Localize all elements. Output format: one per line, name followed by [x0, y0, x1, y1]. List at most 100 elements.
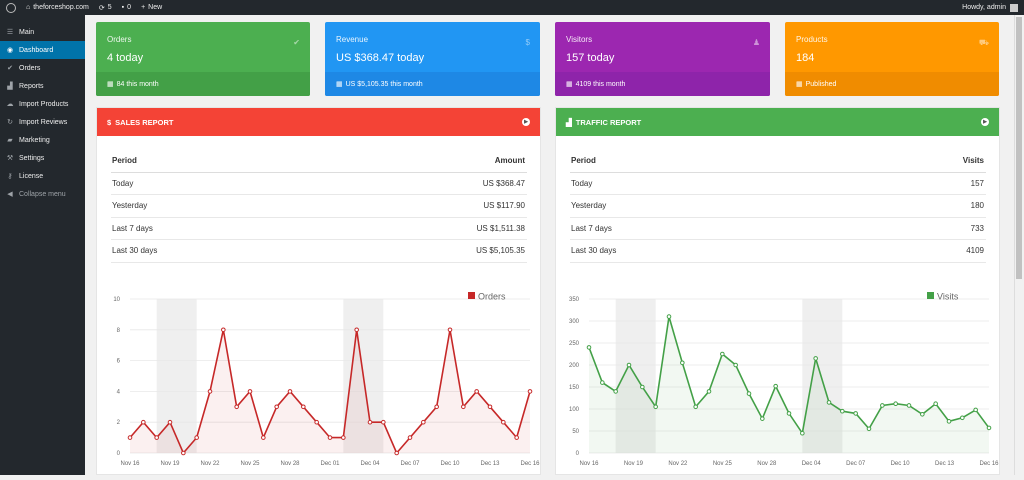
- sidebar-item-main[interactable]: ☰ Main: [0, 23, 85, 41]
- card-footer: ▦ 4109 this month: [555, 72, 770, 96]
- table-row: Last 30 days US $5,105.35: [111, 239, 527, 263]
- sidebar-item-label: Marketing: [19, 136, 50, 144]
- sidebar-item-import-reviews[interactable]: ↻ Import Reviews: [0, 113, 85, 131]
- x-tick-label: Dec 07: [846, 461, 866, 467]
- new-content-link[interactable]: + New: [141, 4, 162, 11]
- bar-chart-icon: ▟: [7, 83, 13, 90]
- series-area: [130, 329, 530, 453]
- data-point: [221, 327, 226, 333]
- home-icon: ⌂: [26, 4, 31, 11]
- sidebar-item-orders[interactable]: ✔ Orders: [0, 59, 85, 77]
- data-point: [274, 404, 279, 410]
- comments-link[interactable]: ▪ 0: [122, 4, 131, 11]
- card-value: US $368.47 today: [336, 52, 425, 64]
- data-point: [301, 404, 306, 410]
- data-point: [786, 411, 792, 416]
- card-footer-text: 84 this month: [116, 80, 159, 88]
- data-point: [247, 389, 253, 394]
- admin-sidebar: ☰ Main ◉ Dashboard ✔ Orders ▟ Reports ☁ Impor…: [0, 15, 85, 475]
- user-account-link[interactable]: Howdy, admin: [962, 3, 1018, 12]
- data-point: [421, 419, 426, 425]
- data-point: [354, 327, 359, 333]
- data-point: [853, 411, 858, 416]
- panel-toggle-button[interactable]: ▶: [981, 118, 989, 126]
- sidebar-item-label: Import Products: [19, 100, 69, 108]
- new-label: New: [148, 4, 163, 11]
- calendar-icon: ▦: [107, 81, 114, 88]
- dashboard-main: Orders 4 today ✔ ▦ 84 this month Revenue …: [85, 15, 1014, 475]
- y-tick-label: 350: [569, 297, 580, 303]
- column-header: Amount: [307, 150, 527, 173]
- y-tick-label: 250: [569, 341, 580, 347]
- traffic-report-panel: ▟ TRAFFIC REPORT ▶ Period Visits Today 157…: [555, 107, 1000, 475]
- period-cell: Last 7 days: [111, 217, 308, 240]
- sidebar-item-label: Reports: [19, 82, 44, 90]
- visits-cell: 180: [843, 194, 986, 218]
- scrollbar-thumb[interactable]: [1016, 17, 1022, 279]
- x-tick-label: Nov 28: [280, 461, 300, 467]
- updates-link[interactable]: ⟳ 5: [99, 4, 112, 12]
- data-point: [866, 426, 872, 432]
- sidebar-item-label: License: [19, 172, 44, 180]
- period-cell: Last 7 days: [570, 217, 844, 240]
- x-tick-label: Nov 22: [200, 461, 220, 467]
- sidebar-item-license[interactable]: ⚷ License: [0, 167, 85, 185]
- amount-cell: US $5,105.35: [307, 239, 527, 263]
- data-point: [720, 351, 725, 357]
- sidebar-item-import-products[interactable]: ☁ Import Products: [0, 95, 85, 113]
- sidebar-item-label: Orders: [19, 64, 41, 72]
- week-band: [156, 299, 197, 453]
- y-tick-label: 0: [576, 451, 580, 457]
- data-point: [287, 389, 293, 394]
- key-icon: ⚷: [7, 173, 13, 180]
- y-tick-label: 4: [117, 389, 121, 395]
- x-tick-label: Nov 16: [579, 461, 599, 467]
- wrench-icon: ⚒: [6, 155, 14, 162]
- card-title: Revenue: [336, 35, 369, 44]
- collapse-menu-label: Collapse menu: [19, 190, 66, 198]
- data-point: [141, 419, 146, 425]
- calendar-icon: ▦: [566, 81, 573, 88]
- sales-table: Period Amount Today US $368.47 Yesterday US…: [111, 150, 527, 263]
- column-header: Period: [111, 150, 308, 173]
- panel-title: TRAFFIC REPORT: [575, 117, 642, 127]
- period-cell: Today: [570, 172, 844, 195]
- data-point: [461, 404, 466, 410]
- panel-header: $ SALES REPORT ▶: [97, 108, 540, 136]
- sidebar-item-label: Main: [19, 28, 35, 36]
- y-tick-label: 6: [117, 359, 121, 365]
- site-name-link[interactable]: ⌂ theforceshop.com: [26, 4, 89, 11]
- period-cell: Last 30 days: [570, 239, 844, 263]
- bar-chart-icon: ▟: [566, 117, 572, 127]
- legend-swatch: [468, 292, 475, 299]
- data-point: [447, 327, 453, 333]
- collapse-menu-button[interactable]: ◀ Collapse menu: [0, 185, 85, 203]
- card-footer: ▦ 84 this month: [96, 72, 310, 96]
- sidebar-item-marketing[interactable]: ▰ Marketing: [0, 131, 85, 149]
- legend-swatch: [927, 292, 934, 299]
- visits-cell: 4109: [843, 239, 986, 263]
- data-point: [706, 389, 712, 394]
- menu-icon: ☰: [6, 29, 14, 36]
- sidebar-item-settings[interactable]: ⚒ Settings: [0, 149, 85, 167]
- orders-card: Orders 4 today ✔ ▦ 84 this month: [96, 22, 310, 96]
- data-point: [261, 435, 266, 440]
- dashboard-icon: ◉: [6, 47, 14, 54]
- period-cell: Today: [111, 172, 308, 195]
- data-point: [666, 314, 672, 319]
- wordpress-logo[interactable]: [6, 2, 16, 13]
- sidebar-item-dashboard[interactable]: ◉ Dashboard: [0, 41, 85, 59]
- data-point: [394, 450, 399, 456]
- data-point: [487, 404, 493, 410]
- data-point: [234, 404, 239, 410]
- sidebar-item-reports[interactable]: ▟ Reports: [0, 77, 85, 95]
- y-tick-label: 0: [117, 451, 121, 457]
- y-tick-label: 10: [113, 297, 120, 303]
- amount-cell: US $117.90: [307, 194, 527, 218]
- data-point: [527, 389, 533, 394]
- x-tick-label: Dec 07: [400, 461, 420, 467]
- y-tick-label: 150: [569, 385, 580, 391]
- series-area: [589, 316, 989, 453]
- panel-toggle-button[interactable]: ▶: [522, 118, 530, 126]
- data-point: [773, 383, 778, 389]
